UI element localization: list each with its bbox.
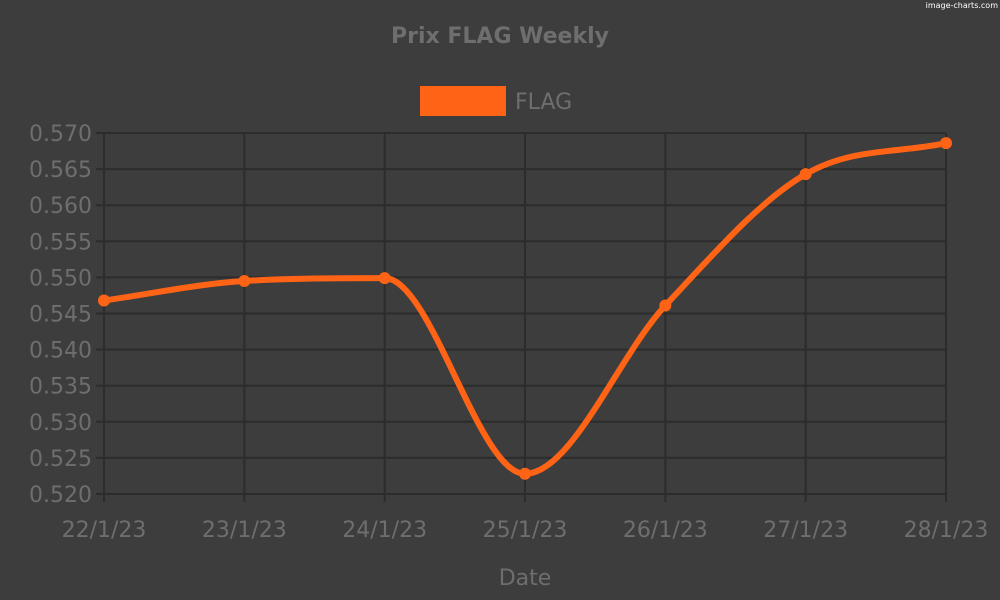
y-tick-label: 0.560 (29, 194, 92, 219)
data-point (659, 299, 672, 312)
x-axis-tick-labels: 22/1/23 23/1/23 24/1/23 25/1/23 26/1/23 27/1/… (62, 518, 989, 543)
y-axis-tick-labels: 0.520 0.525 0.530 0.535 0.540 0.545 0.550 0.555… (29, 122, 92, 508)
x-tick-label: 24/1/23 (342, 518, 427, 543)
x-axis-title: Date (499, 566, 552, 591)
y-tick-label: 0.550 (29, 266, 92, 291)
y-tick-label: 0.525 (29, 447, 92, 472)
data-point (238, 275, 251, 288)
legend: FLAG (420, 86, 572, 116)
y-tick-label: 0.535 (29, 375, 92, 400)
data-point (98, 294, 110, 307)
x-tick-label: 28/1/23 (904, 518, 989, 543)
y-tick-label: 0.530 (29, 411, 92, 436)
y-tick-label: 0.540 (29, 339, 92, 364)
chart-title: Prix FLAG Weekly (391, 24, 609, 49)
x-tick-label: 27/1/23 (763, 518, 848, 543)
data-point (519, 467, 531, 480)
x-tick-label: 25/1/23 (483, 518, 568, 543)
y-tick-label: 0.570 (29, 122, 92, 147)
data-point (799, 168, 812, 181)
legend-swatch-flag (420, 86, 506, 116)
x-tick-label: 26/1/23 (623, 518, 708, 543)
legend-label-flag: FLAG (515, 90, 572, 115)
y-tick-label: 0.520 (29, 483, 92, 508)
x-tick-label: 22/1/23 (62, 518, 147, 543)
data-point (940, 137, 952, 150)
y-tick-label: 0.565 (29, 158, 92, 183)
y-tick-label: 0.555 (29, 230, 92, 255)
grid (96, 132, 947, 502)
x-tick-label: 23/1/23 (202, 518, 287, 543)
watermark: image-charts.com (926, 1, 999, 10)
series-flag (98, 137, 952, 480)
y-tick-label: 0.545 (29, 303, 92, 328)
data-point (378, 272, 391, 285)
